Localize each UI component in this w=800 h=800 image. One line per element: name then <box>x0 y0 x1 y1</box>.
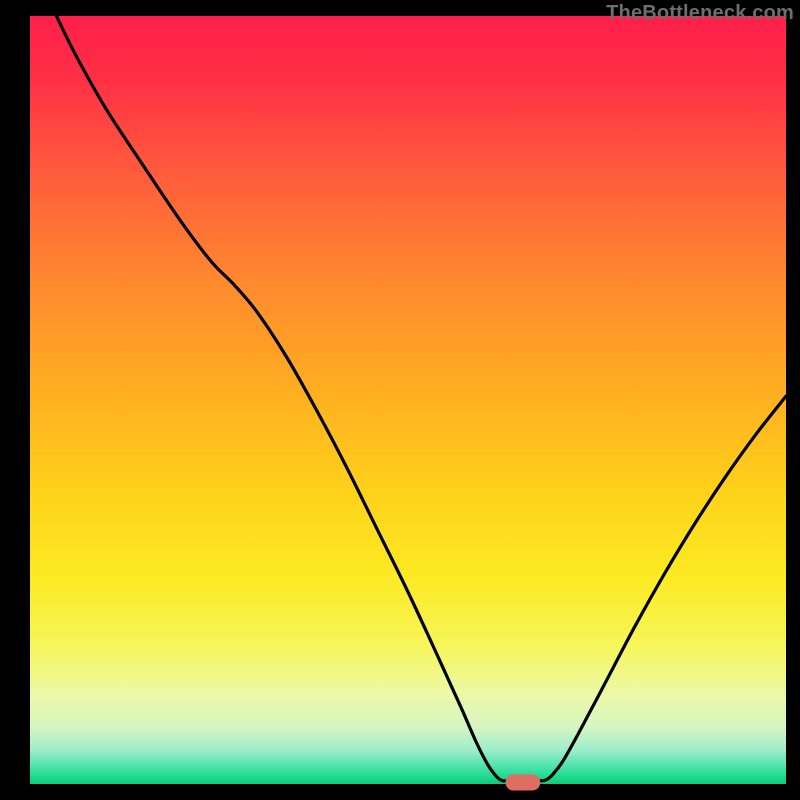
heatmap-background <box>30 16 786 784</box>
watermark-text: TheBottleneck.com <box>606 2 794 25</box>
optimal-point-marker <box>506 774 541 790</box>
bottleneck-chart <box>0 0 800 800</box>
chart-container: { "meta": { "watermark_text": "TheBottle… <box>0 0 800 800</box>
